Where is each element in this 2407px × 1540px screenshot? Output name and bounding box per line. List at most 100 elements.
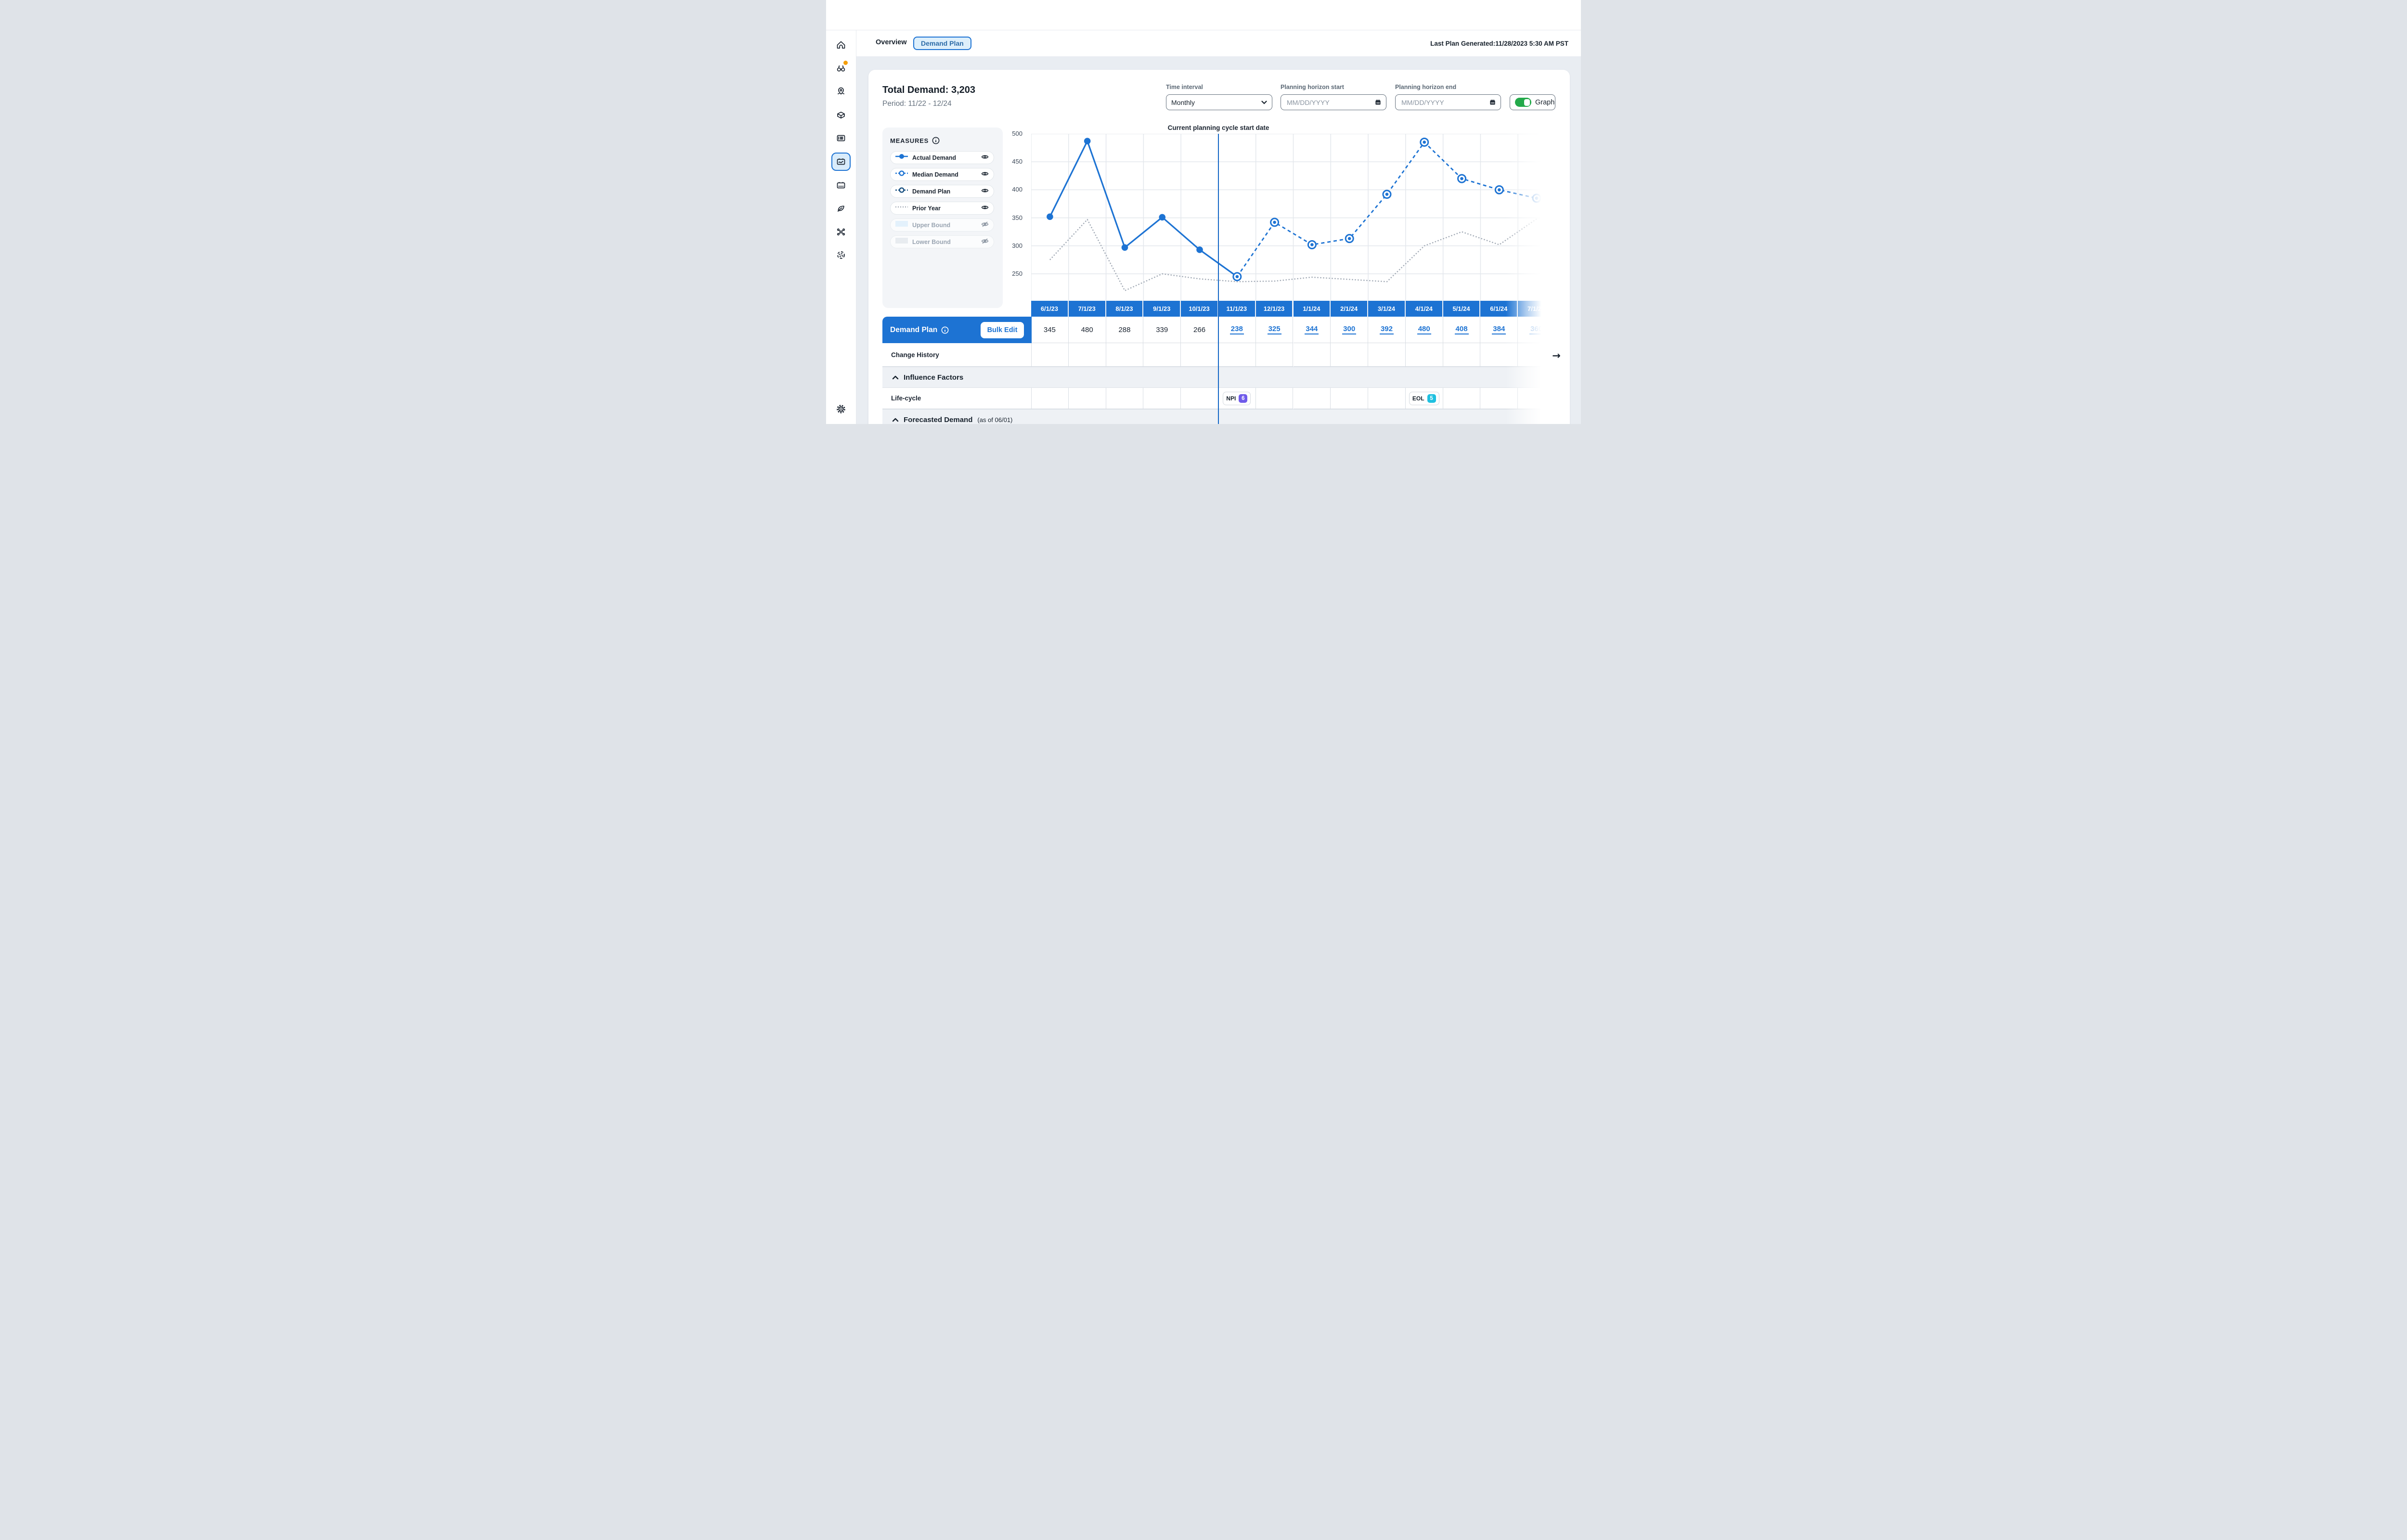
measure-label: Actual Demand [912,154,956,161]
editable-demand-value[interactable]: 344 [1305,325,1319,334]
demand-plan-row-header: Demand Plan Bulk Edit [882,317,1032,343]
forecasted-demand-section[interactable]: Forecasted Demand (as of 06/01) [882,409,1543,424]
life-cycle-badge-eol[interactable]: EOL 5 [1409,391,1439,405]
editable-demand-value[interactable]: 384 [1492,325,1506,334]
horizon-start-input[interactable] [1286,98,1375,107]
horizon-end-field [1395,94,1501,110]
chevron-up-icon [892,375,899,379]
editable-demand-value[interactable]: 325 [1267,325,1281,334]
date-column-header: 8/1/23 [1106,301,1144,317]
measure-visibility-toggle[interactable] [981,204,989,213]
editable-demand-value[interactable]: 238 [1229,325,1244,334]
sidebar-item-tracking-icon[interactable] [836,250,846,260]
sidebar-item-supply-plan-icon[interactable] [836,180,846,191]
demand-plan-value-cell: 392 [1368,317,1406,343]
y-axis-tick: 350 [1012,214,1022,221]
info-icon[interactable] [941,326,949,334]
measure-item-median-demand[interactable]: Median Demand [890,168,994,181]
life-cycle-cell [1068,388,1106,409]
calendar-icon [1375,100,1381,105]
editable-demand-value[interactable]: 360 [1529,325,1543,334]
y-axis-tick: 500 [1012,130,1022,137]
chevron-up-icon [892,418,899,422]
time-interval-select[interactable]: Monthly [1166,94,1272,110]
life-cycle-cell [1106,388,1144,409]
life-cycle-badge-npi[interactable]: NPI 6 [1223,391,1251,405]
sidebar-item-sustainability-icon[interactable] [836,203,846,214]
change-history-cell [1293,343,1331,367]
sidebar-item-demand-plan-icon[interactable] [836,156,846,167]
measure-item-upper-bound[interactable]: Upper Bound [890,218,994,231]
change-history-cell [1443,343,1481,367]
date-column-header: 1/1/24 [1293,301,1331,317]
info-icon[interactable] [932,137,940,144]
measure-visibility-toggle[interactable] [981,154,989,162]
actual-demand-value: 345 [1043,325,1056,334]
actual-demand-value: 288 [1118,325,1131,334]
date-column-header: 7/1/24 [1518,301,1543,317]
scroll-next-arrow[interactable]: → [1552,350,1561,361]
influence-factors-section[interactable]: Influence Factors [882,367,1543,388]
chevron-down-icon [1261,100,1267,104]
horizon-start-label: Planning horizon start [1281,84,1344,90]
measures-title: MEASURES [890,137,940,144]
demand-plan-value-cell: 408 [1443,317,1481,343]
editable-demand-value[interactable]: 392 [1379,325,1394,334]
life-cycle-cell [1143,388,1181,409]
measures-panel: MEASURES Actual Demand Median Demand Deman… [882,128,1003,308]
measure-item-lower-bound[interactable]: Lower Bound [890,235,994,248]
editable-demand-value[interactable]: 480 [1417,325,1431,334]
date-column-header: 9/1/23 [1143,301,1181,317]
bulk-edit-button[interactable]: Bulk Edit [981,321,1024,338]
sidebar-item-home-icon[interactable] [836,39,846,50]
change-history-cell [1368,343,1406,367]
demand-planning-app: Demand Planning Ask RS Overview Demand P… [826,0,1581,424]
editable-demand-value[interactable]: 300 [1342,325,1357,334]
demand-plan-value-cell: 325 [1255,317,1294,343]
life-cycle-cell [1255,388,1294,409]
demand-plan-value-cell: 266 [1181,317,1218,343]
eye-icon [981,155,989,158]
horizon-end-input[interactable] [1400,98,1489,107]
plan-table: 6/1/23 345 7/1/23 480 8/1/23 288 9/1/23 339 10/1… [1031,301,1543,424]
sidebar-item-network-icon[interactable] [836,227,846,237]
editable-demand-value[interactable]: 408 [1454,325,1469,334]
measure-item-actual-demand[interactable]: Actual Demand [890,151,994,164]
sidebar-item-settings-icon[interactable] [836,404,846,414]
tab-demand-plan[interactable]: Demand Plan [913,37,971,50]
sidebar-item-orders-icon[interactable] [836,133,846,143]
demand-plan-value-cell: 345 [1031,317,1069,343]
measure-item-demand-plan[interactable]: Demand Plan [890,185,994,198]
change-history-cell [1331,343,1369,367]
measure-visibility-toggle[interactable] [981,221,989,230]
life-cycle-cell: NPI 6 [1218,388,1256,409]
measure-line-sample [895,187,908,196]
graph-view-toggle[interactable]: Graph [1510,94,1555,110]
life-cycle-row-label: Life-cycle [882,388,1032,409]
sidebar-item-inventory-icon[interactable] [836,110,846,120]
total-demand-heading: Total Demand: 3,203 [882,85,976,95]
tab-strip [856,30,1581,56]
measure-visibility-toggle[interactable] [981,238,989,246]
change-history-cell [1218,343,1256,367]
tab-overview[interactable]: Overview [876,38,907,46]
date-column-header: 2/1/24 [1331,301,1369,317]
date-column-header: 4/1/24 [1405,301,1443,317]
y-axis-tick: 400 [1012,186,1022,193]
life-cycle-cell [1518,388,1543,409]
demand-chart [1031,134,1543,301]
demand-plan-value-cell: 300 [1331,317,1369,343]
life-cycle-cell [1293,388,1331,409]
sidebar-item-locations-icon[interactable] [836,86,846,97]
change-history-cell [1181,343,1218,367]
measure-visibility-toggle[interactable] [981,187,989,196]
demand-plan-value-cell: 288 [1106,317,1144,343]
date-column-header: 10/1/23 [1181,301,1218,317]
sidebar-nav [826,30,856,424]
sidebar-item-insights-icon[interactable] [836,63,846,74]
horizon-start-field [1281,94,1386,110]
measure-item-prior-year[interactable]: Prior Year [890,202,994,215]
change-history-cell [1405,343,1443,367]
measure-visibility-toggle[interactable] [981,170,989,179]
change-history-cell [1031,343,1069,367]
